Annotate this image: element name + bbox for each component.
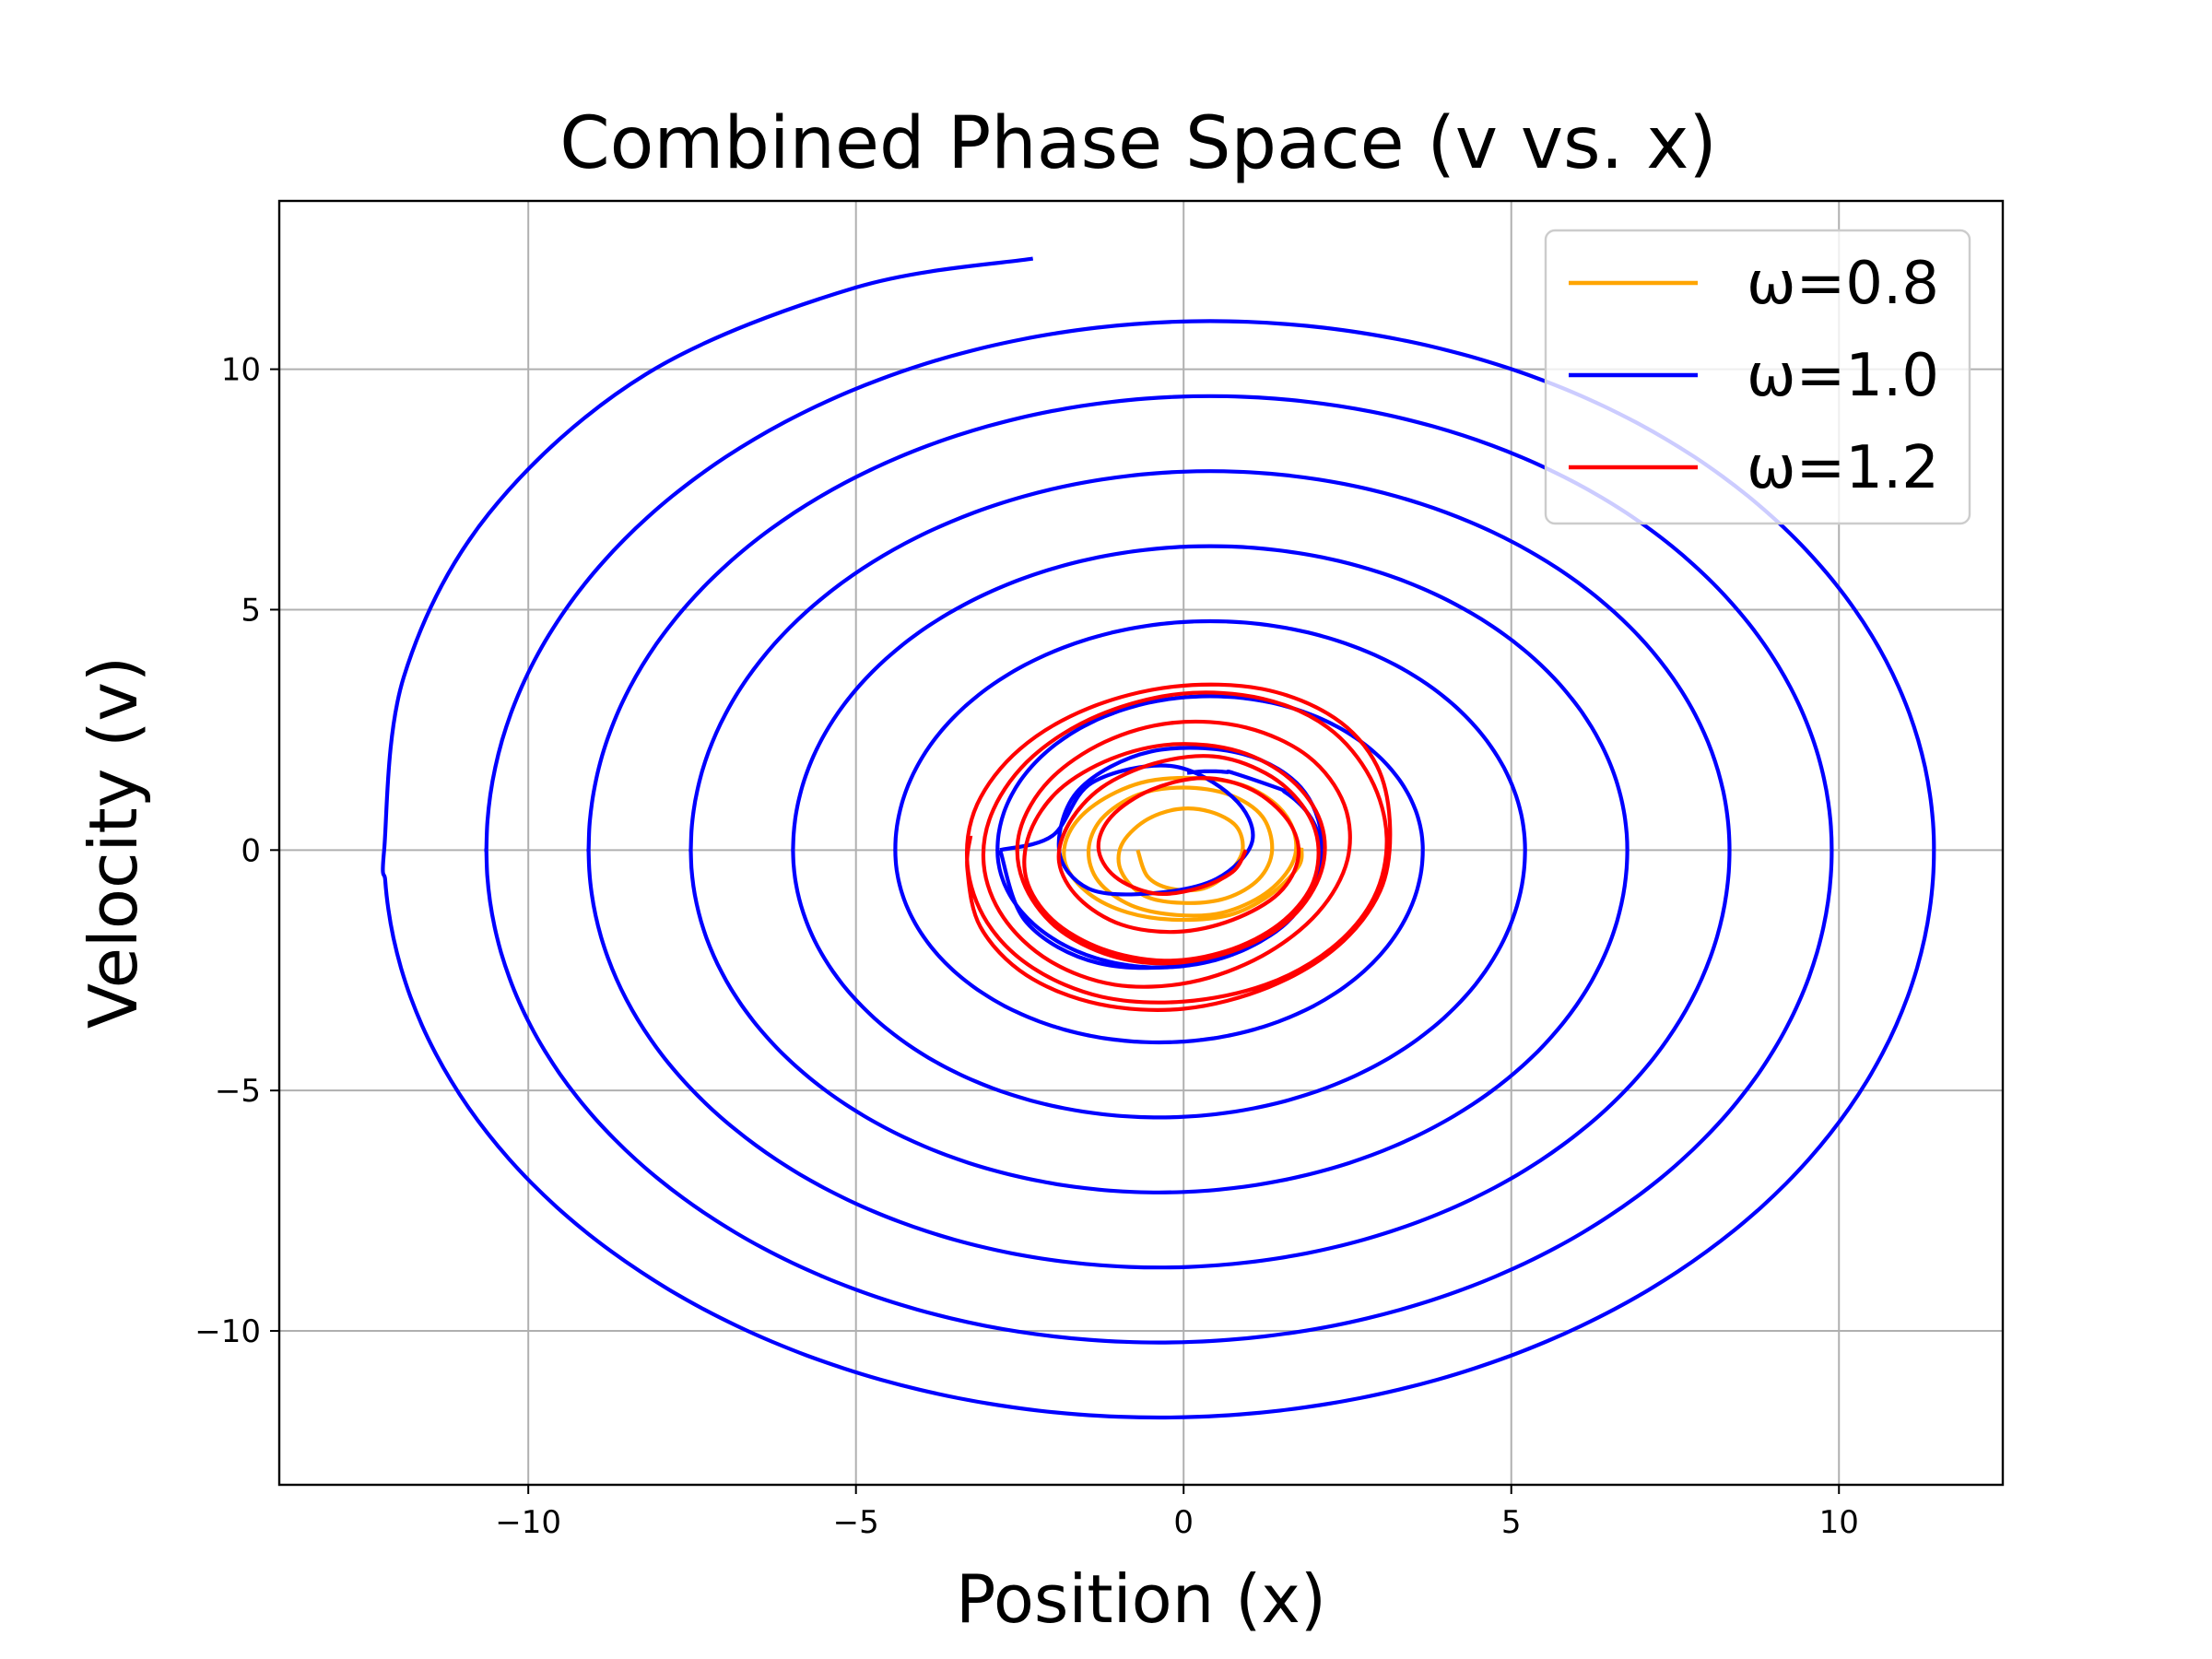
legend-label: ω=1.0 [1747,342,1939,410]
x-tick-label: 5 [1501,1504,1522,1541]
series-line-omega-1-0-inner [998,746,1324,971]
legend-label: ω=0.8 [1747,250,1939,318]
y-tick-label: 10 [221,352,261,389]
series-line-omega-1-0 [381,256,1936,1420]
x-tick-label: 0 [1173,1504,1194,1541]
x-tick-label: −10 [495,1504,561,1541]
series-line-0 [1062,775,1304,923]
legend-label: ω=1.2 [1747,434,1939,502]
y-tick-label: 5 [241,592,261,629]
series-layer [381,256,1936,1420]
legend: ω=0.8 ω=1.0 ω=1.2 [1544,229,1971,525]
y-tick-label: −5 [215,1073,261,1110]
series-line-2 [965,682,1393,1012]
x-tick-label: 10 [1819,1504,1859,1541]
legend-frame [1544,229,1971,525]
y-tick-label: −10 [194,1313,261,1350]
x-tick-label: −5 [833,1504,879,1541]
x-axis-label: Position (x) [956,1560,1326,1638]
axis-ticks: −10 −5 0 5 10 −10 −5 0 5 10 [194,352,1859,1541]
y-tick-label: 0 [241,832,261,869]
chart-title: Combined Phase Space (v vs. x) [559,102,1717,185]
plot-area-frame [277,199,2005,1487]
y-axis-label: Velocity (v) [75,656,152,1029]
